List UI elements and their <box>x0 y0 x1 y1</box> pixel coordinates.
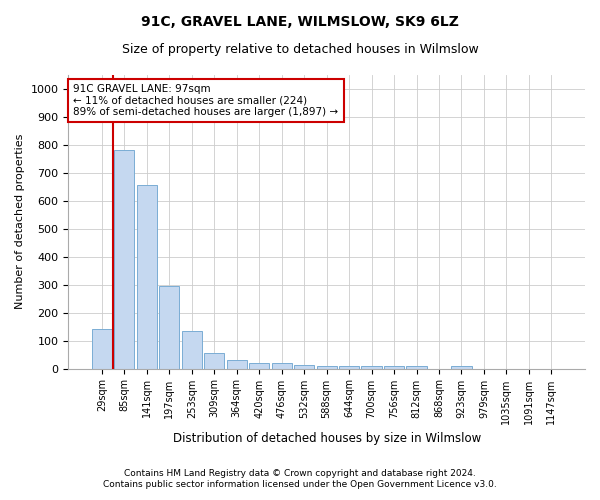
X-axis label: Distribution of detached houses by size in Wilmslow: Distribution of detached houses by size … <box>173 432 481 445</box>
Bar <box>92 330 112 368</box>
Bar <box>317 366 337 368</box>
Text: 91C GRAVEL LANE: 97sqm
← 11% of detached houses are smaller (224)
89% of semi-de: 91C GRAVEL LANE: 97sqm ← 11% of detached… <box>73 84 338 117</box>
Bar <box>294 365 314 368</box>
Text: Contains public sector information licensed under the Open Government Licence v3: Contains public sector information licen… <box>103 480 497 489</box>
Bar <box>137 186 157 368</box>
Bar <box>249 363 269 368</box>
Bar <box>227 360 247 368</box>
Bar <box>114 150 134 368</box>
Text: Size of property relative to detached houses in Wilmslow: Size of property relative to detached ho… <box>122 42 478 56</box>
Bar <box>361 366 382 368</box>
Y-axis label: Number of detached properties: Number of detached properties <box>15 134 25 310</box>
Bar <box>159 286 179 368</box>
Bar <box>451 366 472 368</box>
Bar <box>272 363 292 368</box>
Bar <box>339 366 359 368</box>
Text: Contains HM Land Registry data © Crown copyright and database right 2024.: Contains HM Land Registry data © Crown c… <box>124 468 476 477</box>
Text: 91C, GRAVEL LANE, WILMSLOW, SK9 6LZ: 91C, GRAVEL LANE, WILMSLOW, SK9 6LZ <box>141 15 459 29</box>
Bar <box>406 366 427 368</box>
Bar <box>384 366 404 368</box>
Bar <box>204 353 224 368</box>
Bar <box>182 331 202 368</box>
